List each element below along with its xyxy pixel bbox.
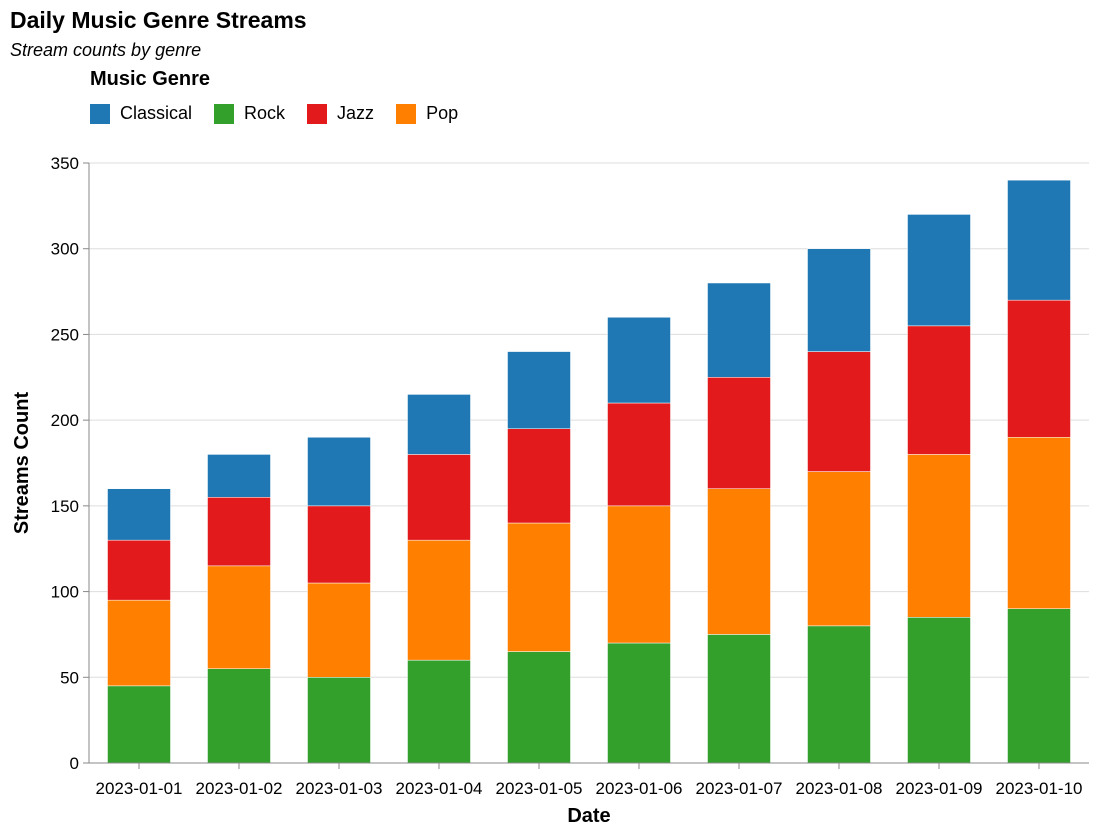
bar-classical-2023-01-06 xyxy=(607,317,671,404)
legend-item-pop: Pop xyxy=(396,103,458,124)
legend-label-jazz: Jazz xyxy=(337,103,375,123)
bar-pop-2023-01-09 xyxy=(907,454,971,618)
bar-pop-2023-01-10 xyxy=(1007,437,1071,609)
bar-classical-2023-01-04 xyxy=(407,394,471,455)
legend-item-jazz: Jazz xyxy=(307,103,374,124)
legend-label-classical: Classical xyxy=(120,103,193,123)
y-tick-label: 100 xyxy=(51,583,79,602)
bar-rock-2023-01-04 xyxy=(407,659,471,764)
bar-jazz-2023-01-10 xyxy=(1007,299,1071,438)
bar-jazz-2023-01-07 xyxy=(707,377,771,489)
bar-classical-2023-01-01 xyxy=(107,488,171,541)
bar-jazz-2023-01-09 xyxy=(907,325,971,455)
x-tick-label: 2023-01-01 xyxy=(96,779,183,798)
bar-pop-2023-01-02 xyxy=(207,565,271,669)
bar-classical-2023-01-03 xyxy=(307,437,371,507)
bar-pop-2023-01-08 xyxy=(807,471,871,627)
legend-swatch-classical xyxy=(90,103,110,124)
axes: 0 50 100 150 200 250 300 350 2023-01-01 2023-01-0… xyxy=(51,154,1089,798)
y-tick-label: 300 xyxy=(51,240,79,259)
x-tick-label: 2023-01-06 xyxy=(596,779,683,798)
legend-title: Music Genre xyxy=(90,68,211,90)
bar-pop-2023-01-07 xyxy=(707,488,771,635)
chart-subtitle: Stream counts by genre xyxy=(10,40,202,60)
x-tick-label: 2023-01-09 xyxy=(896,779,983,798)
legend-swatch-jazz xyxy=(307,103,328,124)
bar-jazz-2023-01-01 xyxy=(107,539,171,601)
bar-rock-2023-01-03 xyxy=(307,677,371,764)
x-tick-label: 2023-01-07 xyxy=(696,779,783,798)
x-tick-label: 2023-01-04 xyxy=(396,779,483,798)
y-axis-label: Streams Count xyxy=(11,392,33,535)
bar-rock-2023-01-09 xyxy=(907,617,971,764)
legend-items: Classical Rock Jazz Pop xyxy=(90,103,480,124)
bar-jazz-2023-01-06 xyxy=(607,402,671,507)
y-tick-label: 0 xyxy=(70,754,79,773)
legend-item-classical: Classical xyxy=(90,103,192,124)
bar-classical-2023-01-10 xyxy=(1007,179,1071,301)
chart-title: Daily Music Genre Streams xyxy=(10,7,307,33)
bar-jazz-2023-01-02 xyxy=(207,497,271,567)
legend-swatch-pop xyxy=(396,103,417,124)
bar-pop-2023-01-01 xyxy=(107,599,171,687)
legend-item-rock: Rock xyxy=(214,103,285,124)
legend-label-rock: Rock xyxy=(244,103,286,123)
y-tick-label: 200 xyxy=(51,411,79,430)
legend-label-pop: Pop xyxy=(426,103,459,123)
bar-classical-2023-01-09 xyxy=(907,214,971,327)
bar-pop-2023-01-03 xyxy=(307,582,371,678)
x-tick-label: 2023-01-10 xyxy=(996,779,1083,798)
bars xyxy=(107,179,1071,764)
bar-rock-2023-01-08 xyxy=(807,625,871,764)
y-tick-label: 50 xyxy=(60,668,79,687)
y-tick-label: 150 xyxy=(51,497,79,516)
bar-rock-2023-01-02 xyxy=(207,668,271,764)
bar-pop-2023-01-05 xyxy=(507,522,571,652)
y-tick-label: 350 xyxy=(51,154,79,173)
x-axis-label: Date xyxy=(567,805,610,827)
legend: Music Genre Classical Rock Jazz Pop xyxy=(90,68,480,124)
bar-rock-2023-01-07 xyxy=(707,634,771,764)
bar-jazz-2023-01-05 xyxy=(507,428,571,524)
x-tick-label: 2023-01-08 xyxy=(796,779,883,798)
x-tick-label: 2023-01-03 xyxy=(296,779,383,798)
bar-rock-2023-01-05 xyxy=(507,651,571,764)
bar-classical-2023-01-02 xyxy=(207,454,271,498)
bar-rock-2023-01-10 xyxy=(1007,608,1071,764)
bar-jazz-2023-01-03 xyxy=(307,505,371,584)
bar-classical-2023-01-07 xyxy=(707,282,771,378)
bar-pop-2023-01-06 xyxy=(607,505,671,644)
legend-swatch-rock xyxy=(214,103,235,124)
bar-classical-2023-01-05 xyxy=(507,351,571,429)
bar-jazz-2023-01-08 xyxy=(807,351,871,472)
bar-pop-2023-01-04 xyxy=(407,539,471,661)
x-tick-label: 2023-01-02 xyxy=(196,779,283,798)
bar-rock-2023-01-06 xyxy=(607,642,671,764)
y-tick-label: 250 xyxy=(51,325,79,344)
bar-rock-2023-01-01 xyxy=(107,685,171,764)
bar-classical-2023-01-08 xyxy=(807,248,871,352)
x-tick-label: 2023-01-05 xyxy=(496,779,583,798)
bar-jazz-2023-01-04 xyxy=(407,454,471,541)
